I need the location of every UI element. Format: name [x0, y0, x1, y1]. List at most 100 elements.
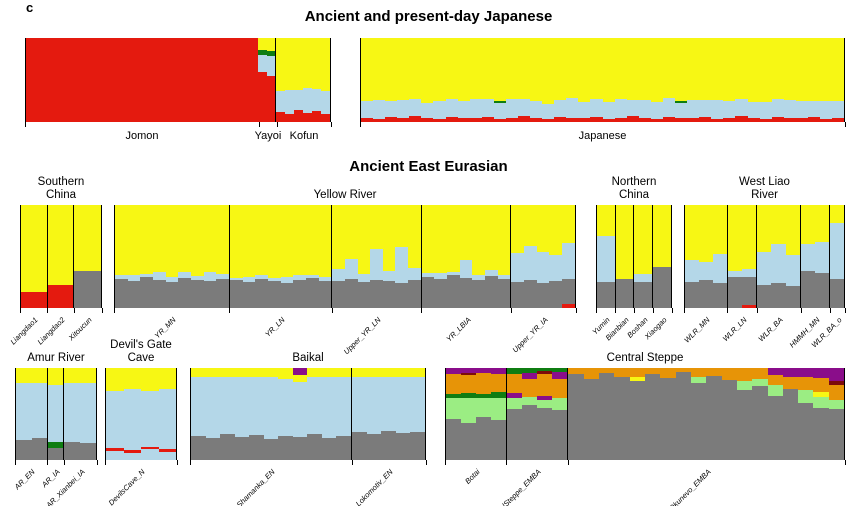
- ancestry-segment-yellow: [783, 38, 796, 101]
- individual-bar: [461, 368, 477, 460]
- panel-amur-river: Amur River AR_EN AR_IA AR_Xianbei_IA: [13, 352, 98, 506]
- ancestry-segment-yellow: [140, 205, 154, 275]
- bars-amur-river: [15, 368, 97, 460]
- ancestry-segment-gray: [562, 279, 575, 304]
- ancestry-segment-blue: [292, 381, 308, 437]
- ancestry-segment-gray: [767, 395, 783, 460]
- ancestry-segment-blue: [312, 89, 322, 112]
- axis-tick: [567, 460, 569, 465]
- ancestry-segment-red: [312, 111, 322, 122]
- ancestry-segment-blue: [549, 255, 563, 282]
- axis-tick: [671, 308, 673, 313]
- ancestry-segment-lightgreen: [476, 398, 492, 417]
- panel-devils-gate-cave: Devil's Gate Cave DevilsCave_N: [104, 339, 178, 506]
- ancestry-segment-blue: [123, 389, 141, 450]
- ancestry-segment-yellow: [747, 38, 760, 102]
- ancestry-segment-yellow: [344, 205, 358, 259]
- ancestry-segment-gray: [344, 279, 358, 308]
- ancestry-segment-yellow: [285, 38, 295, 91]
- axis-tick: [683, 308, 685, 313]
- individual-bar: [735, 38, 748, 122]
- individual-bar: [31, 368, 47, 460]
- individual-bar: [568, 368, 584, 460]
- ancestry-segment-orange: [767, 375, 783, 385]
- ancestry-segment-purple: [491, 368, 507, 374]
- population-group-Yayoi: [258, 38, 277, 122]
- ancestry-segment-blue: [685, 259, 700, 283]
- individual-bar: [307, 368, 322, 460]
- individual-bar: [61, 38, 71, 122]
- individual-bar: [191, 368, 206, 460]
- ancestry-segment-yellow: [280, 205, 294, 278]
- ancestry-segment-blue: [158, 451, 176, 460]
- individual-bar: [599, 368, 615, 460]
- ancestry-segment-yellow: [373, 38, 386, 101]
- individual-bar: [675, 38, 688, 122]
- population-group-DevilsCave_N: [106, 368, 176, 460]
- axis-tick: [614, 308, 616, 313]
- individual-bar: [21, 205, 47, 308]
- ancestry-segment-yellow: [165, 205, 179, 278]
- individual-bar: [141, 38, 151, 122]
- individual-bar: [771, 38, 784, 122]
- ancestry-segment-yellow: [687, 38, 700, 101]
- ancestry-segment-red: [421, 117, 434, 122]
- individual-bar: [446, 205, 460, 308]
- ancestry-segment-lightgreen: [446, 398, 462, 419]
- population-group-WLR_LN: [728, 205, 758, 308]
- ancestry-segment-blue: [267, 278, 281, 282]
- ancestry-segment-blue: [285, 90, 295, 114]
- panel-yellow-river: Yellow River YR_MN YR_LN Upper_YR_LN YR_LBI…: [113, 189, 577, 368]
- ancestry-segment-red: [518, 116, 531, 122]
- ancestry-segment-blue: [16, 382, 32, 440]
- ancestry-segment-yellow: [305, 205, 319, 276]
- ancestry-segment-blue: [278, 379, 293, 437]
- individual-bar: [106, 38, 116, 122]
- ancestry-segment-yellow: [685, 205, 700, 260]
- ancestry-segment-red: [578, 117, 591, 122]
- ancestry-segment-blue: [807, 101, 820, 117]
- ancestry-segment-gray: [205, 437, 221, 460]
- individual-bar: [191, 205, 204, 308]
- ancestry-segment-purple: [476, 368, 492, 373]
- individual-bar: [782, 368, 799, 460]
- ancestry-segment-blue: [650, 101, 663, 119]
- individual-bar: [141, 368, 159, 460]
- ancestry-segment-blue: [366, 377, 382, 435]
- population-group-Kofun: [276, 38, 330, 122]
- ancestry-segment-purple: [507, 392, 523, 399]
- ancestry-segment-blue: [800, 244, 815, 271]
- ancestry-segment-yellow: [16, 368, 32, 383]
- individual-bar: [566, 38, 579, 122]
- individual-bar: [549, 205, 563, 308]
- ancestry-segment-yellow: [562, 205, 575, 244]
- ancestry-segment-blue: [351, 377, 367, 433]
- individual-bar: [537, 368, 553, 460]
- ancestry-segment-red: [70, 38, 80, 122]
- ancestry-segment-gray: [191, 280, 204, 308]
- individual-bar: [469, 38, 482, 122]
- individual-bar: [813, 368, 829, 460]
- individual-bar: [685, 205, 700, 308]
- ancestry-segment-yellow: [266, 38, 276, 52]
- individual-bar: [123, 368, 141, 460]
- ancestry-segment-yellow: [230, 205, 243, 279]
- ancestry-segment-yellow: [446, 205, 460, 272]
- panel-title-southern-china: Southern China: [37, 175, 85, 201]
- ancestry-segment-orange: [568, 368, 584, 375]
- ancestry-segment-orange: [736, 368, 753, 381]
- individual-bar: [204, 38, 214, 122]
- ancestry-segment-yellow: [626, 38, 639, 101]
- ancestry-segment-blue: [469, 98, 482, 118]
- individual-bar: [562, 205, 575, 308]
- individual-bar: [278, 368, 293, 460]
- ancestry-segment-yellow: [434, 205, 447, 273]
- ancestry-segment-gray: [446, 418, 462, 460]
- individual-bar: [370, 205, 383, 308]
- individual-bar: [800, 205, 815, 308]
- individual-bar: [662, 38, 676, 122]
- ancestry-segment-purple: [292, 368, 308, 376]
- ancestry-segment-red: [795, 117, 808, 122]
- ancestry-segment-gray: [706, 376, 722, 460]
- axis-tick: [331, 308, 333, 313]
